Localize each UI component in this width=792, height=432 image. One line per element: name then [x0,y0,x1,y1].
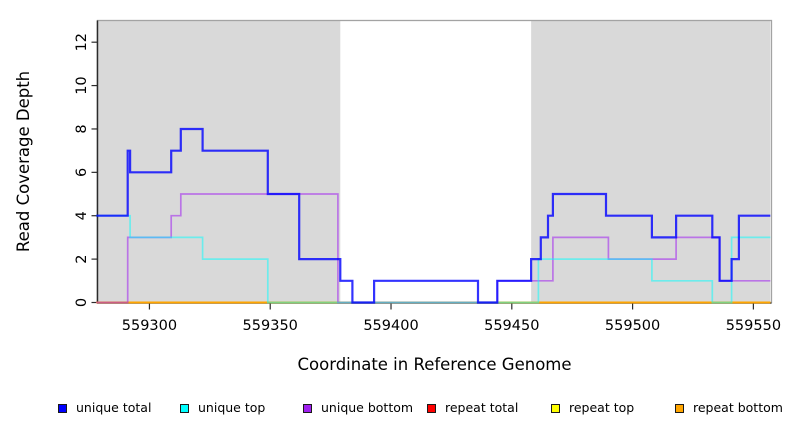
legend-label: repeat top [569,400,635,415]
x-tick-label: 559550 [726,318,781,334]
legend-label: repeat bottom [693,400,783,415]
legend-swatch-icon [180,403,189,413]
y-tick-label: 10 [74,76,90,94]
y-tick-label: 0 [74,298,90,307]
legend-swatch-icon [427,403,436,413]
series-line-unique-total [96,127,771,304]
x-tick-label: 559300 [122,318,177,334]
y-tick-label: 2 [74,254,90,263]
legend-swatch-icon [58,403,67,413]
x-tick-label: 559450 [484,318,539,334]
legend-item-repeat-total: repeat total [427,401,518,415]
legend-label: repeat total [445,400,519,415]
legend-item-repeat-top: repeat top [551,401,634,415]
y-tick-label: 6 [74,168,90,177]
x-tick-label: 559400 [363,318,418,334]
shaded-region-1 [531,20,771,303]
y-axis-title: Read Coverage Depth [14,71,33,252]
y-tick-label: 12 [74,33,90,51]
legend-swatch-icon [551,403,560,413]
y-tick-label: 4 [74,211,90,220]
legend-item-unique-top: unique top [180,401,265,415]
series-line-unique-top [96,214,771,304]
legend-item-unique-total: unique total [58,401,151,415]
legend-item-repeat-bottom: repeat bottom [675,401,783,415]
x-tick-label: 559500 [605,318,660,334]
x-tick-label: 559350 [243,318,298,334]
legend-label: unique top [198,400,266,415]
legend-item-unique-bottom: unique bottom [303,401,413,415]
legend-swatch-icon [303,403,312,413]
x-axis-title: Coordinate in Reference Genome [297,355,571,374]
legend-label: unique total [76,400,152,415]
legend-swatch-icon [675,403,684,413]
legend-label: unique bottom [321,400,414,415]
y-tick-label: 8 [74,124,90,133]
